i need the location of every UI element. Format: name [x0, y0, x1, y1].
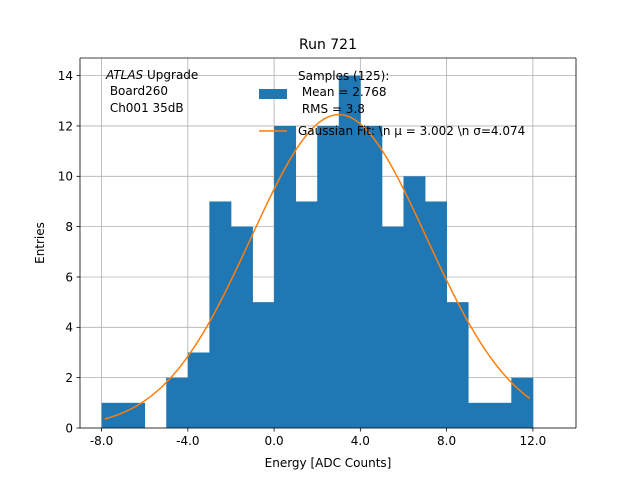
atlas-italic-label: ATLAS [105, 68, 144, 82]
y-tick-label: 2 [65, 371, 73, 385]
y-axis-ticks: 0 2 4 6 8 10 12 14 [58, 69, 80, 435]
gaussian-fit [104, 113, 531, 420]
histogram-bar [101, 402, 124, 428]
y-axis-label: Entries [33, 222, 47, 264]
histogram-bar [123, 402, 146, 428]
x-tick-label: -8.0 [90, 434, 113, 448]
legend-histogram-line-2: Mean = 2.768 [298, 85, 387, 99]
x-axis-label: Energy [ADC Counts] [265, 456, 392, 470]
histogram-bar [209, 201, 232, 428]
legend-histogram-line-1: Samples (125): [298, 69, 389, 83]
legend-histogram-patch [259, 89, 287, 99]
histogram-bar [252, 302, 275, 428]
histogram-bar [360, 125, 383, 429]
histogram-bar [295, 201, 318, 428]
histogram-bar [274, 125, 297, 429]
y-tick-label: 14 [58, 69, 73, 83]
histogram-bar [403, 176, 426, 428]
x-tick-label: 12.0 [520, 434, 547, 448]
histogram-bar [511, 377, 534, 428]
atlas-annotation: ATLAS Upgrade Board260 Ch001 35dB [105, 68, 198, 115]
histogram-bar [489, 402, 512, 428]
legend: Samples (125): Mean = 2.768 RMS = 3.8 Ga… [259, 69, 525, 138]
chart-title: Run 721 [299, 37, 357, 53]
x-tick-label: 8.0 [437, 434, 456, 448]
histogram-bar [381, 226, 404, 428]
y-tick-label: 4 [65, 321, 73, 335]
plot-frame [79, 57, 577, 429]
y-tick-label: 8 [65, 220, 73, 234]
y-tick-label: 10 [58, 170, 73, 184]
histogram-bar [425, 201, 448, 428]
board-label: Board260 [106, 84, 168, 98]
y-tick-label: 0 [65, 421, 73, 435]
y-tick-label: 6 [65, 270, 73, 284]
histogram-bars [101, 75, 534, 429]
upgrade-label: Upgrade [143, 68, 198, 82]
histogram-bar [166, 377, 189, 428]
histogram-bar [230, 226, 253, 428]
legend-histogram-line-3: RMS = 3.8 [298, 102, 365, 116]
channel-label: Ch001 35dB [106, 101, 184, 115]
histogram-bar [187, 352, 210, 428]
histogram-bar [338, 75, 361, 428]
legend-fit-label: Gaussian Fit: \n μ = 3.002 \n σ=4.074 [298, 124, 525, 138]
histogram-bar [446, 302, 469, 428]
gaussian-fit-curve [104, 113, 531, 420]
histogram-bar [468, 402, 491, 428]
svg-text:ATLAS Upgrade: ATLAS Upgrade [105, 68, 198, 82]
x-tick-label: 0.0 [265, 434, 284, 448]
y-tick-label: 12 [58, 119, 73, 133]
histogram-bar [317, 125, 340, 429]
x-axis-ticks: -8.0 -4.0 0.0 4.0 8.0 12.0 [90, 428, 546, 448]
x-tick-label: 4.0 [351, 434, 370, 448]
x-tick-label: -4.0 [176, 434, 199, 448]
